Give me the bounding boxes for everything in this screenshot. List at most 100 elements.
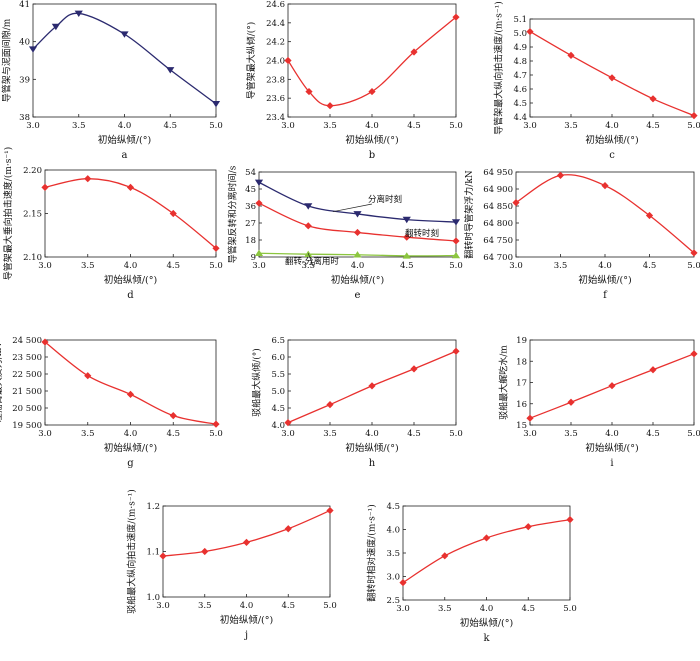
y-tick-label: 23.4 — [266, 113, 285, 123]
data-point-marker — [353, 228, 362, 237]
y-tick-label: 18 — [516, 357, 527, 367]
chart-panel-e: 3.0 3.5 4.0 4.5 5.0 9 18 27 36 45 54 初始纵倾/(°) e 导管架反转… — [227, 165, 463, 301]
y-tick-label: 36 — [245, 202, 256, 212]
x-tick-label: 4.5 — [521, 604, 535, 614]
panel-letter: c — [609, 150, 615, 161]
data-point-marker — [399, 579, 407, 587]
y-axis-label: 驳船最大艉吃水/m — [498, 345, 510, 420]
x-axis-label: 初始纵倾/(°) — [331, 274, 384, 286]
y-tick-label: 27 — [245, 219, 256, 229]
data-point-marker — [169, 412, 177, 420]
y-axis-label: 左摇臂最大反力/kN — [0, 343, 4, 422]
y-tick-label: 54 — [245, 168, 256, 178]
y-tick-label: 1.0 — [146, 593, 160, 603]
y-tick-label: 5.0 — [513, 29, 527, 39]
data-point-marker — [649, 95, 657, 103]
data-point-marker — [526, 414, 534, 422]
x-tick-label: 5.0 — [209, 261, 223, 271]
x-tick-label: 4.5 — [646, 121, 660, 131]
data-point-marker — [159, 552, 167, 560]
panel-letter: d — [127, 290, 134, 301]
panel-letter: k — [483, 633, 490, 644]
y-tick-label: 64 750 — [483, 236, 513, 246]
series-annotation: 翻转时刻 — [405, 228, 439, 239]
data-point-marker — [567, 398, 575, 406]
plot-frame — [32, 3, 217, 118]
x-tick-label: 3.0 — [38, 261, 52, 271]
x-tick-label: 3.5 — [554, 261, 568, 271]
x-axis-label: 初始纵倾/(°) — [460, 617, 513, 629]
series-line — [162, 509, 331, 557]
x-tick-label: 3.0 — [38, 429, 52, 439]
data-point-marker — [402, 216, 411, 224]
y-axis-label: 导管架最大纵倾/(°) — [245, 22, 257, 100]
x-tick-label: 4.5 — [166, 429, 180, 439]
y-tick-label: 2.15 — [23, 210, 42, 220]
y-tick-label: 15 — [516, 421, 527, 431]
panel-letter: g — [127, 458, 134, 469]
y-tick-label: 24.4 — [266, 19, 285, 29]
x-tick-label: 4.0 — [598, 261, 612, 271]
data-point-marker — [402, 252, 411, 259]
plot-frame — [44, 339, 217, 426]
chart-panel-c: 3.0 3.5 4.0 4.5 5.0 4.4 4.5 4.6 4.7 4.8 4.9 5.0 5.1 初… — [492, 1, 700, 161]
plot-frame — [402, 505, 571, 601]
y-tick-label: 23.6 — [266, 94, 285, 104]
data-point-marker — [645, 211, 654, 220]
x-tick-label: 4.0 — [124, 261, 138, 271]
y-tick-label: 5.1 — [513, 15, 527, 25]
data-point-marker — [368, 87, 376, 96]
data-point-marker — [326, 401, 334, 409]
y-tick-label: 4.4 — [513, 113, 527, 123]
x-tick-label: 3.0 — [281, 121, 295, 131]
y-tick-label: 3.5 — [386, 549, 400, 559]
data-point-marker — [120, 31, 129, 38]
data-point-marker — [690, 112, 698, 120]
data-point-marker — [410, 48, 418, 56]
annotation-leader — [332, 203, 373, 213]
y-tick-label: 64 800 — [483, 219, 513, 229]
y-tick-label: 4.8 — [513, 57, 527, 67]
data-point-marker — [84, 175, 92, 183]
x-tick-label: 5.0 — [563, 604, 577, 614]
data-point-marker — [353, 211, 362, 218]
panel-letter: b — [369, 150, 375, 161]
y-tick-label: 4.0 — [271, 421, 285, 431]
panel-letter: f — [603, 290, 608, 301]
x-tick-label: 4.5 — [163, 121, 177, 131]
x-tick-label: 3.5 — [301, 261, 315, 271]
x-tick-label: 4.5 — [407, 121, 421, 131]
x-tick-label: 3.5 — [323, 121, 337, 131]
x-tick-label: 5.0 — [449, 261, 463, 271]
x-tick-label: 5.0 — [449, 121, 463, 131]
data-point-marker — [649, 366, 657, 374]
data-point-marker — [305, 87, 313, 96]
x-axis-label: 初始纵倾/(°) — [578, 274, 631, 286]
data-point-marker — [353, 251, 362, 258]
x-tick-label: 4.5 — [166, 261, 180, 271]
x-axis-label: 初始纵倾/(°) — [220, 614, 273, 626]
series-line — [402, 518, 571, 584]
y-tick-label: 4.5 — [513, 99, 527, 109]
data-point-marker — [556, 171, 565, 179]
y-tick-label: 16 — [516, 400, 527, 410]
x-tick-label: 3.5 — [72, 121, 86, 131]
panel-letter: i — [610, 458, 613, 469]
data-point-marker — [284, 525, 292, 533]
y-tick-label: 18 — [245, 236, 256, 246]
data-point-marker — [601, 182, 609, 190]
x-tick-label: 4.0 — [365, 121, 379, 131]
y-tick-label: 45 — [245, 185, 256, 195]
x-axis-label: 初始纵倾/(°) — [585, 134, 638, 146]
chart-panel-g: 3.0 3.5 4.0 4.5 5.0 19 500 20 500 21 500 22 500 2… — [0, 336, 223, 469]
y-tick-label: 17 — [516, 379, 527, 389]
annotation-leader — [408, 235, 412, 239]
chart-panel-h: 3.0 3.5 4.0 4.5 5.0 4.0 4.5 5.0 5.5 6.0 6.5 初始纵倾/(°… — [250, 336, 462, 469]
x-tick-label: 4.0 — [124, 429, 138, 439]
series-line — [32, 12, 217, 105]
x-tick-label: 3.0 — [509, 261, 523, 271]
x-axis-label: 初始纵倾/(°) — [345, 134, 398, 146]
annotation-leader — [307, 253, 314, 267]
y-axis-label: 翻转时相对速度/(m·s⁻¹) — [365, 504, 377, 601]
data-point-marker — [690, 249, 698, 257]
